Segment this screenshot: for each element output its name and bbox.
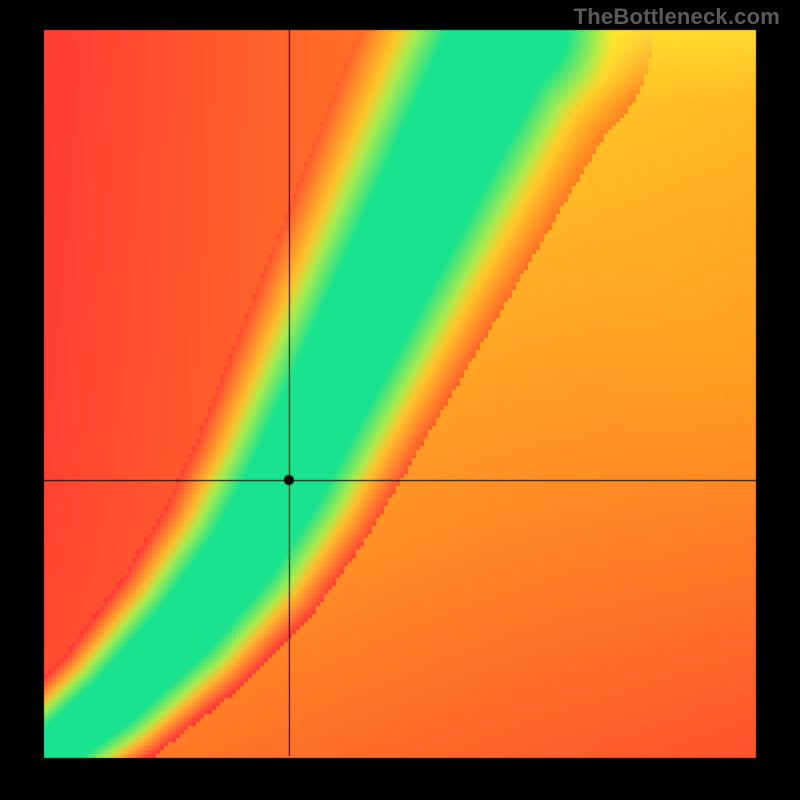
bottleneck-heatmap	[0, 0, 800, 800]
watermark-text: TheBottleneck.com	[574, 4, 780, 30]
